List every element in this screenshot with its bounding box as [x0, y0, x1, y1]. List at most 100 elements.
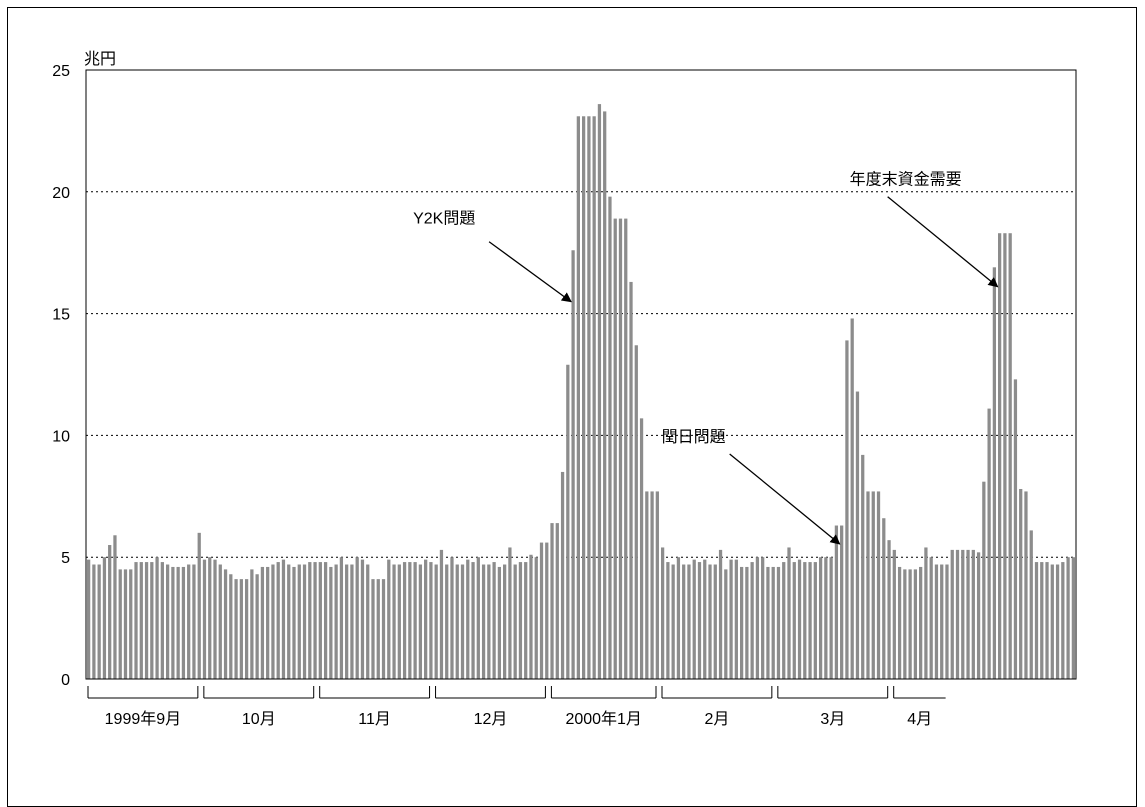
bar	[165, 564, 170, 679]
bar	[897, 566, 902, 679]
bar	[355, 557, 359, 679]
bar	[255, 574, 259, 679]
bar	[734, 559, 738, 679]
bar	[492, 562, 496, 679]
bar	[92, 564, 96, 679]
bar	[329, 566, 333, 679]
bar	[913, 569, 918, 679]
bar	[545, 542, 549, 679]
bar	[113, 535, 117, 679]
bar	[1040, 562, 1044, 679]
bar	[966, 549, 970, 679]
bar	[323, 562, 328, 679]
bar	[418, 564, 423, 679]
bar	[971, 549, 975, 679]
bar	[660, 547, 665, 679]
bar	[587, 116, 591, 679]
bar	[181, 566, 186, 679]
bar	[829, 557, 833, 679]
bar	[139, 562, 143, 679]
bar	[550, 523, 554, 679]
bar	[308, 562, 312, 679]
bar	[445, 564, 449, 679]
bar	[576, 116, 580, 679]
bar	[718, 549, 723, 679]
bar	[618, 218, 623, 679]
bar	[687, 564, 691, 679]
annotation-label: 閏日問題	[662, 429, 726, 446]
bar	[134, 562, 138, 679]
bar	[750, 562, 754, 679]
bar	[539, 542, 544, 679]
bar	[976, 552, 981, 679]
bar	[887, 540, 891, 679]
bar	[297, 564, 301, 679]
bar	[950, 549, 954, 679]
x-category-label: 3月	[820, 711, 845, 728]
y-tick-label: 5	[61, 550, 70, 567]
bar	[223, 569, 228, 679]
bar	[792, 562, 796, 679]
bar	[508, 547, 512, 679]
bar	[803, 562, 807, 679]
bar	[234, 579, 238, 679]
bar	[397, 564, 401, 679]
bar	[703, 559, 707, 679]
bar	[818, 557, 823, 679]
bar	[218, 564, 222, 679]
bar	[1013, 379, 1018, 679]
bar	[808, 562, 812, 679]
bar	[202, 559, 207, 679]
bar	[376, 579, 380, 679]
bar	[413, 562, 417, 679]
bar	[276, 562, 280, 679]
bar	[1045, 562, 1049, 679]
x-category-label: 1999年9月	[105, 710, 182, 728]
bar	[481, 564, 486, 679]
annotation-arrow	[488, 241, 572, 303]
bar	[1061, 562, 1065, 679]
y-tick-label: 0	[61, 672, 70, 689]
bar	[487, 564, 491, 679]
bar	[97, 564, 101, 679]
bar	[813, 562, 817, 679]
bar	[845, 340, 849, 679]
bar	[797, 559, 802, 679]
bar	[503, 564, 507, 679]
bars	[87, 104, 1075, 680]
bar	[982, 481, 986, 679]
bar	[471, 562, 475, 679]
bar	[1008, 233, 1012, 679]
bar	[724, 569, 728, 679]
bar	[350, 564, 354, 679]
bar	[429, 562, 433, 679]
bar	[534, 557, 538, 679]
bar	[476, 557, 480, 679]
bar	[360, 559, 365, 679]
bar	[460, 564, 465, 679]
bar	[118, 569, 122, 679]
bar	[940, 564, 944, 679]
bar	[603, 111, 607, 679]
x-category-label: 2000年1月	[565, 710, 642, 728]
bar	[1029, 530, 1033, 679]
bar	[882, 518, 886, 679]
bar	[529, 554, 533, 679]
axes: 0 5 10 15 20 25 1999年9月 10月 11月 12月 2000年1月 2月 3月 4月	[52, 63, 946, 728]
bar	[271, 564, 275, 679]
annotation-label: 年度末資金需要	[850, 171, 962, 189]
bar	[592, 116, 596, 679]
bar	[571, 250, 575, 679]
bar	[861, 454, 865, 679]
bar	[771, 566, 775, 679]
y-axis-unit-label: 兆円	[84, 50, 116, 68]
bar	[929, 557, 933, 679]
bar	[260, 566, 265, 679]
bar	[497, 566, 502, 679]
bar	[639, 418, 644, 679]
bar	[229, 574, 233, 679]
bar	[566, 364, 570, 679]
bar	[1071, 557, 1075, 679]
bar	[434, 564, 438, 679]
y-tick-label: 10	[52, 428, 70, 445]
